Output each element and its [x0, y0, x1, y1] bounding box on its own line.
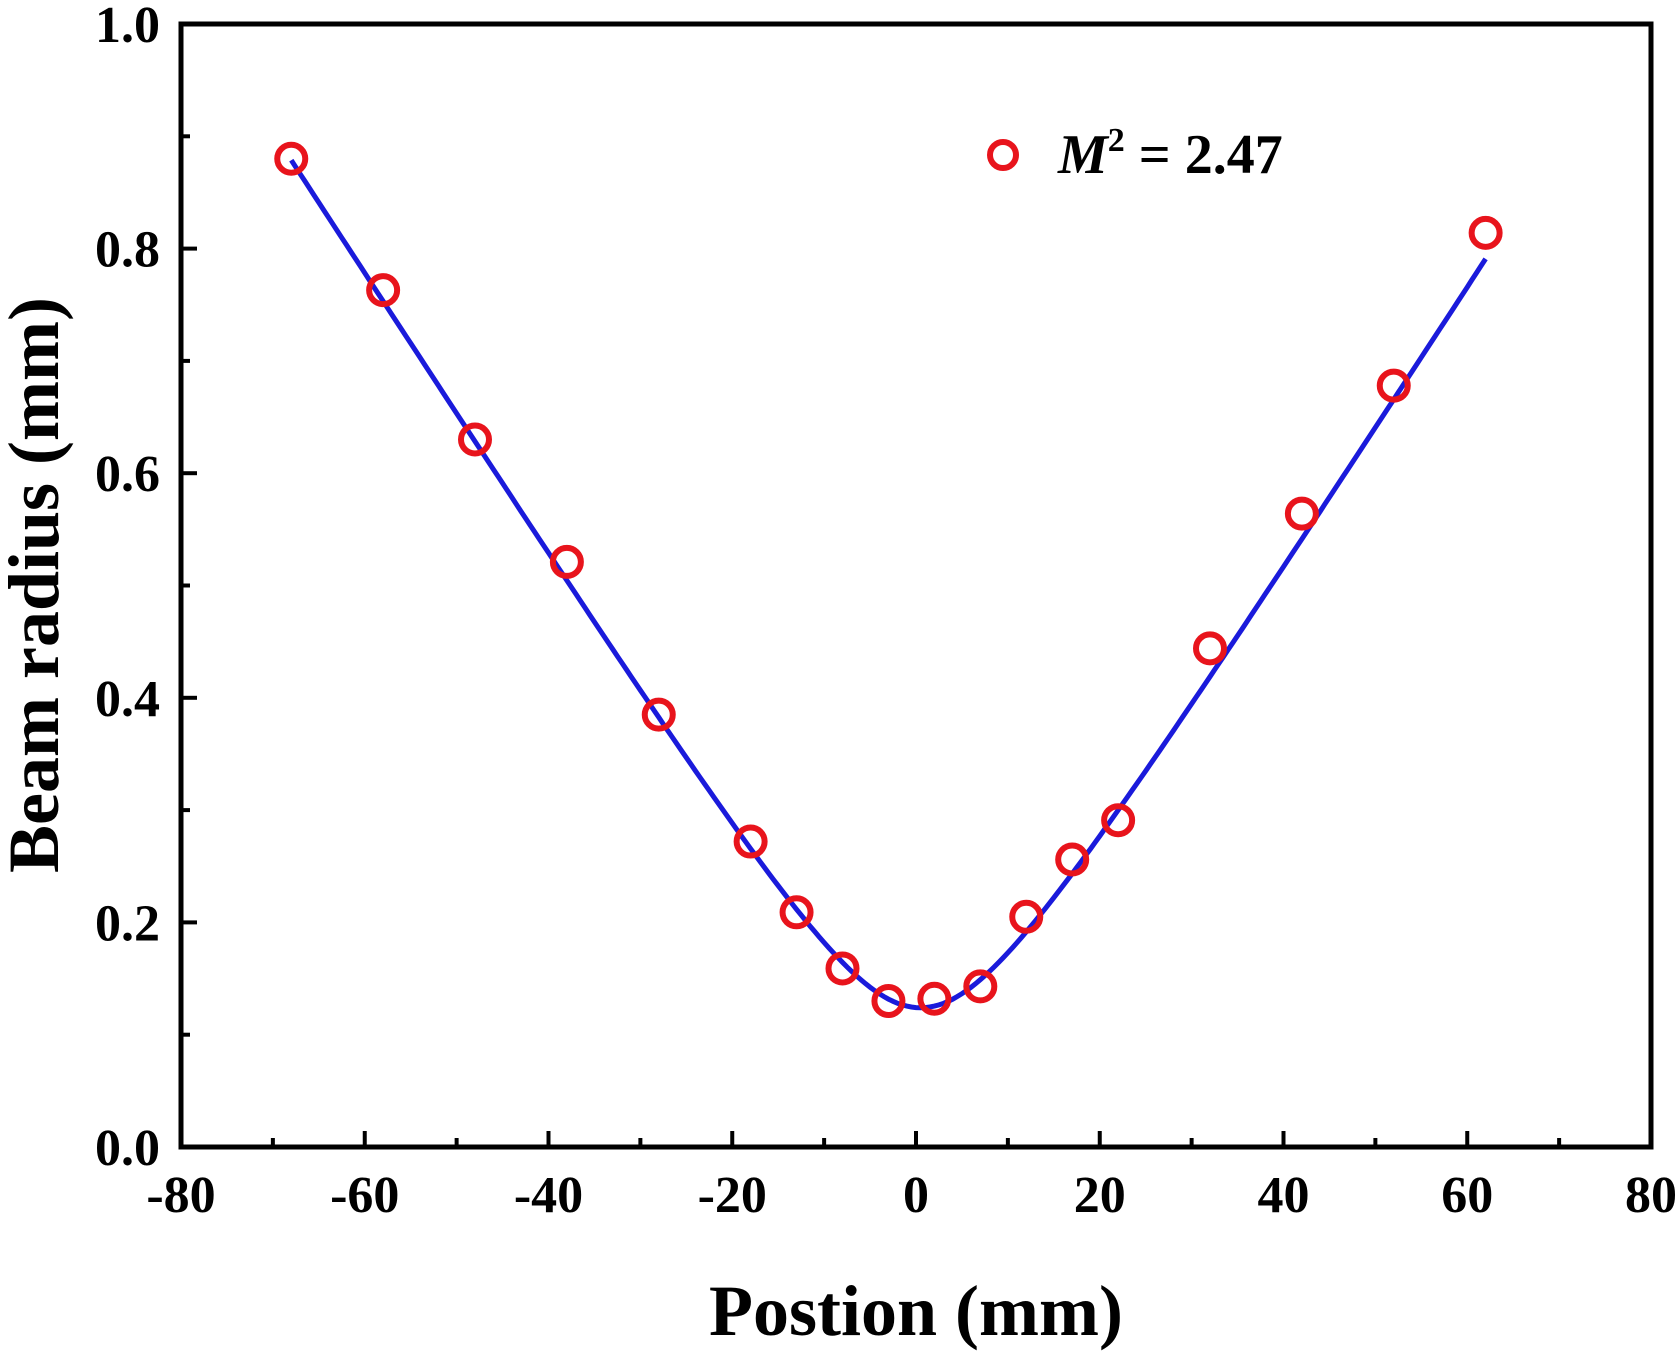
- y-tick-label: 0.2: [95, 895, 160, 952]
- data-point: [733, 824, 768, 859]
- data-point: [549, 544, 584, 579]
- x-tick-label: 0: [903, 1167, 929, 1224]
- legend-value: = 2.47: [1125, 124, 1283, 186]
- data-point: [1101, 803, 1136, 838]
- x-axis-title: Postion (mm): [709, 1271, 1123, 1351]
- legend-symbol: M: [1057, 124, 1110, 186]
- x-tick-label: 20: [1074, 1167, 1126, 1224]
- y-axis-title: Beam radius (mm): [0, 297, 74, 873]
- data-point: [641, 697, 676, 732]
- legend-marker: [987, 139, 1019, 171]
- x-tick-label: -60: [330, 1167, 399, 1224]
- plot-area-frame: [178, 21, 1654, 1150]
- tick-marks: [179, 22, 1653, 1149]
- data-point: [1193, 631, 1227, 666]
- legend-label: M2 = 2.47: [1057, 122, 1283, 186]
- data-point: [1376, 368, 1411, 403]
- x-tick-label: -80: [146, 1167, 215, 1224]
- data-point: [825, 951, 860, 986]
- data-point: [1055, 842, 1090, 877]
- data-point: [1284, 496, 1319, 531]
- y-tick-label: 0.8: [95, 222, 160, 279]
- y-tick-label: 1.0: [95, 0, 160, 54]
- data-points-group: [274, 141, 1503, 1019]
- x-tick-label: 80: [1625, 1167, 1677, 1224]
- tick-labels: -80 -60 -40 -20 0 20 40 60 80 0.0 0.2 0.4 0.6 0.8 1.0: [95, 0, 1677, 1224]
- y-tick-label: 0.6: [95, 446, 160, 503]
- x-tick-label: 60: [1441, 1167, 1493, 1224]
- data-point: [871, 984, 906, 1019]
- x-tick-label: 40: [1258, 1167, 1310, 1224]
- x-tick-label: -40: [514, 1167, 583, 1224]
- x-tick-label: -20: [698, 1167, 767, 1224]
- legend: M2 = 2.47: [987, 122, 1283, 186]
- fit-curve-line: [289, 158, 1488, 1011]
- data-point: [779, 895, 814, 930]
- data-point: [458, 422, 492, 457]
- data-point: [917, 981, 952, 1016]
- data-point: [963, 969, 998, 1004]
- fit-curve-group: [289, 158, 1488, 1011]
- data-point: [1009, 899, 1044, 934]
- data-point: [366, 273, 401, 308]
- y-tick-label: 0.4: [95, 671, 160, 728]
- y-tick-label: 0.0: [95, 1120, 160, 1177]
- legend-superscript: 2: [1108, 122, 1125, 159]
- data-point: [1468, 215, 1503, 250]
- data-point: [274, 141, 309, 176]
